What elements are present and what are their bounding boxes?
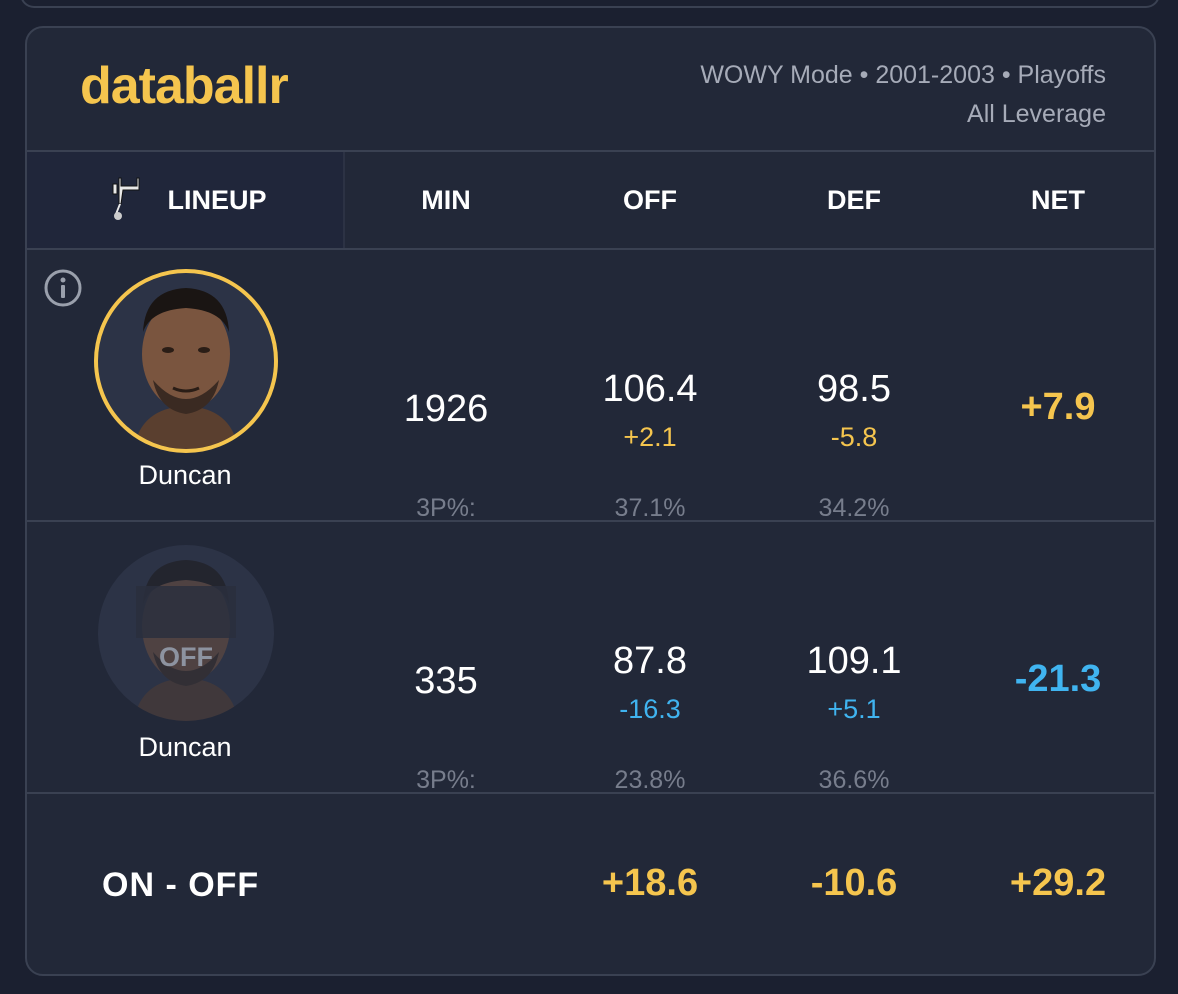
spurs-logo-icon xyxy=(112,177,140,220)
previous-card-edge xyxy=(20,0,1160,8)
player-avatar[interactable] xyxy=(93,268,279,454)
table-header: LINEUP MIN OFF DEF NET xyxy=(27,152,1154,250)
off-column-header[interactable]: OFF xyxy=(623,185,677,215)
info-icon[interactable] xyxy=(43,268,83,308)
net-column-header[interactable]: NET xyxy=(1031,185,1085,215)
off-rating-value: 106.4 xyxy=(602,368,698,410)
def-three-pt-value: 34.2% xyxy=(818,494,890,522)
min-column-header[interactable]: MIN xyxy=(421,185,471,215)
on-off-label: ON - OFF xyxy=(102,866,260,904)
lineup-header-cell[interactable]: LINEUP xyxy=(27,152,345,248)
filter-summary: WOWY Mode • 2001-2003 • Playoffs All Lev… xyxy=(700,56,1106,134)
net-rating-value: -21.3 xyxy=(1014,658,1102,700)
off-rating-value: 87.8 xyxy=(613,640,687,682)
card-header: databallr WOWY Mode • 2001-2003 • Playof… xyxy=(27,28,1154,152)
wowy-card: databallr WOWY Mode • 2001-2003 • Playof… xyxy=(25,26,1156,976)
off-rating-diff: -16.3 xyxy=(619,694,681,724)
def-rating-value: 109.1 xyxy=(806,640,902,682)
player-avatar-off[interactable] xyxy=(93,540,279,726)
player-cell: Duncan xyxy=(27,250,343,520)
player-name[interactable]: Duncan xyxy=(138,460,232,490)
def-rating-value: 98.5 xyxy=(817,368,891,410)
filter-line-mode: WOWY Mode • 2001-2003 • Playoffs xyxy=(700,61,1106,89)
databallr-logo[interactable]: databallr xyxy=(80,57,289,115)
on-off-off-value: +18.6 xyxy=(601,862,699,904)
def-three-pt-value: 36.6% xyxy=(818,766,890,794)
off-three-pt-value: 23.8% xyxy=(614,766,686,794)
def-rating-diff: -5.8 xyxy=(830,422,878,452)
table-row-on: Duncan 1926 106.4 +2.1 98.5 -5.8 +7.9 3P… xyxy=(27,250,1154,522)
table-row-off: OFF Duncan 335 87.8 -16.3 109.1 +5.1 -21… xyxy=(27,522,1154,794)
off-rating-diff: +2.1 xyxy=(623,422,677,452)
on-off-net-value: +29.2 xyxy=(1009,862,1107,904)
on-off-def-value: -10.6 xyxy=(810,862,898,904)
player-name[interactable]: Duncan xyxy=(138,732,232,762)
min-value: 1926 xyxy=(403,388,489,430)
net-rating-value: +7.9 xyxy=(1020,386,1096,428)
def-column-header[interactable]: DEF xyxy=(827,185,881,215)
filter-line-leverage: All Leverage xyxy=(967,100,1106,128)
off-badge: OFF xyxy=(159,642,213,672)
three-pt-label: 3P%: xyxy=(416,494,476,522)
on-off-summary-row: ON - OFF +18.6 -10.6 +29.2 xyxy=(27,794,1154,974)
def-rating-diff: +5.1 xyxy=(827,694,881,724)
min-value: 335 xyxy=(414,660,478,702)
lineup-column-header[interactable]: LINEUP xyxy=(167,185,267,215)
player-cell: OFF Duncan xyxy=(27,522,343,792)
off-three-pt-value: 37.1% xyxy=(614,494,686,522)
three-pt-label: 3P%: xyxy=(416,766,476,794)
